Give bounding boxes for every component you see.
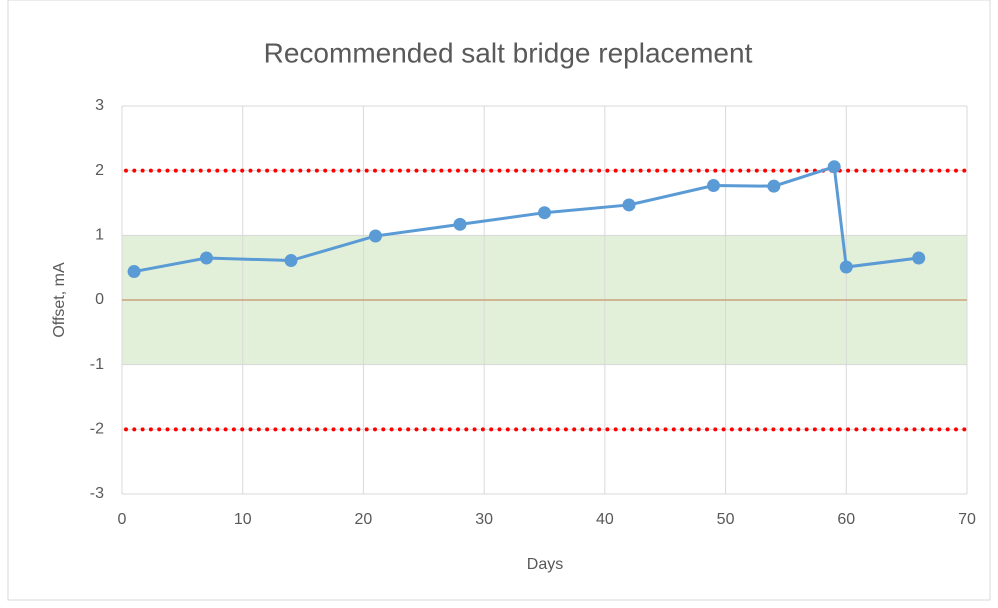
- data-point: [707, 179, 720, 193]
- data-point: [284, 254, 298, 268]
- data-point: [839, 260, 853, 274]
- x-tick-label: 10: [234, 511, 252, 528]
- x-tick-label: 50: [717, 511, 735, 528]
- chart-title: Recommended salt bridge replacement: [264, 37, 753, 68]
- y-tick-label: -3: [90, 485, 104, 502]
- data-point: [369, 229, 382, 243]
- data-point: [912, 251, 926, 265]
- x-tick-label: 0: [118, 511, 127, 528]
- data-point: [538, 206, 551, 220]
- y-tick-label: 1: [95, 227, 104, 244]
- y-tick-label: 3: [95, 97, 104, 114]
- y-tick-label: 2: [95, 162, 104, 179]
- data-point: [827, 160, 841, 174]
- y-tick-label: 0: [95, 291, 104, 308]
- series-line: [133, 164, 919, 274]
- data-point: [622, 198, 636, 212]
- x-tick-label: 70: [958, 511, 976, 528]
- x-tick-label: 20: [355, 511, 373, 528]
- data-point: [767, 179, 781, 193]
- y-tick-label: -2: [90, 421, 104, 438]
- y-tick-label: -1: [90, 356, 104, 373]
- y-axis-label: Offset, mA: [51, 262, 68, 338]
- data-point: [453, 217, 467, 231]
- x-axis-label: Days: [527, 556, 563, 573]
- data-point: [200, 251, 213, 265]
- x-tick-label: 30: [475, 511, 493, 528]
- data-point: [127, 265, 141, 279]
- x-tick-label: 40: [596, 511, 614, 528]
- x-tick-label: 60: [837, 511, 855, 528]
